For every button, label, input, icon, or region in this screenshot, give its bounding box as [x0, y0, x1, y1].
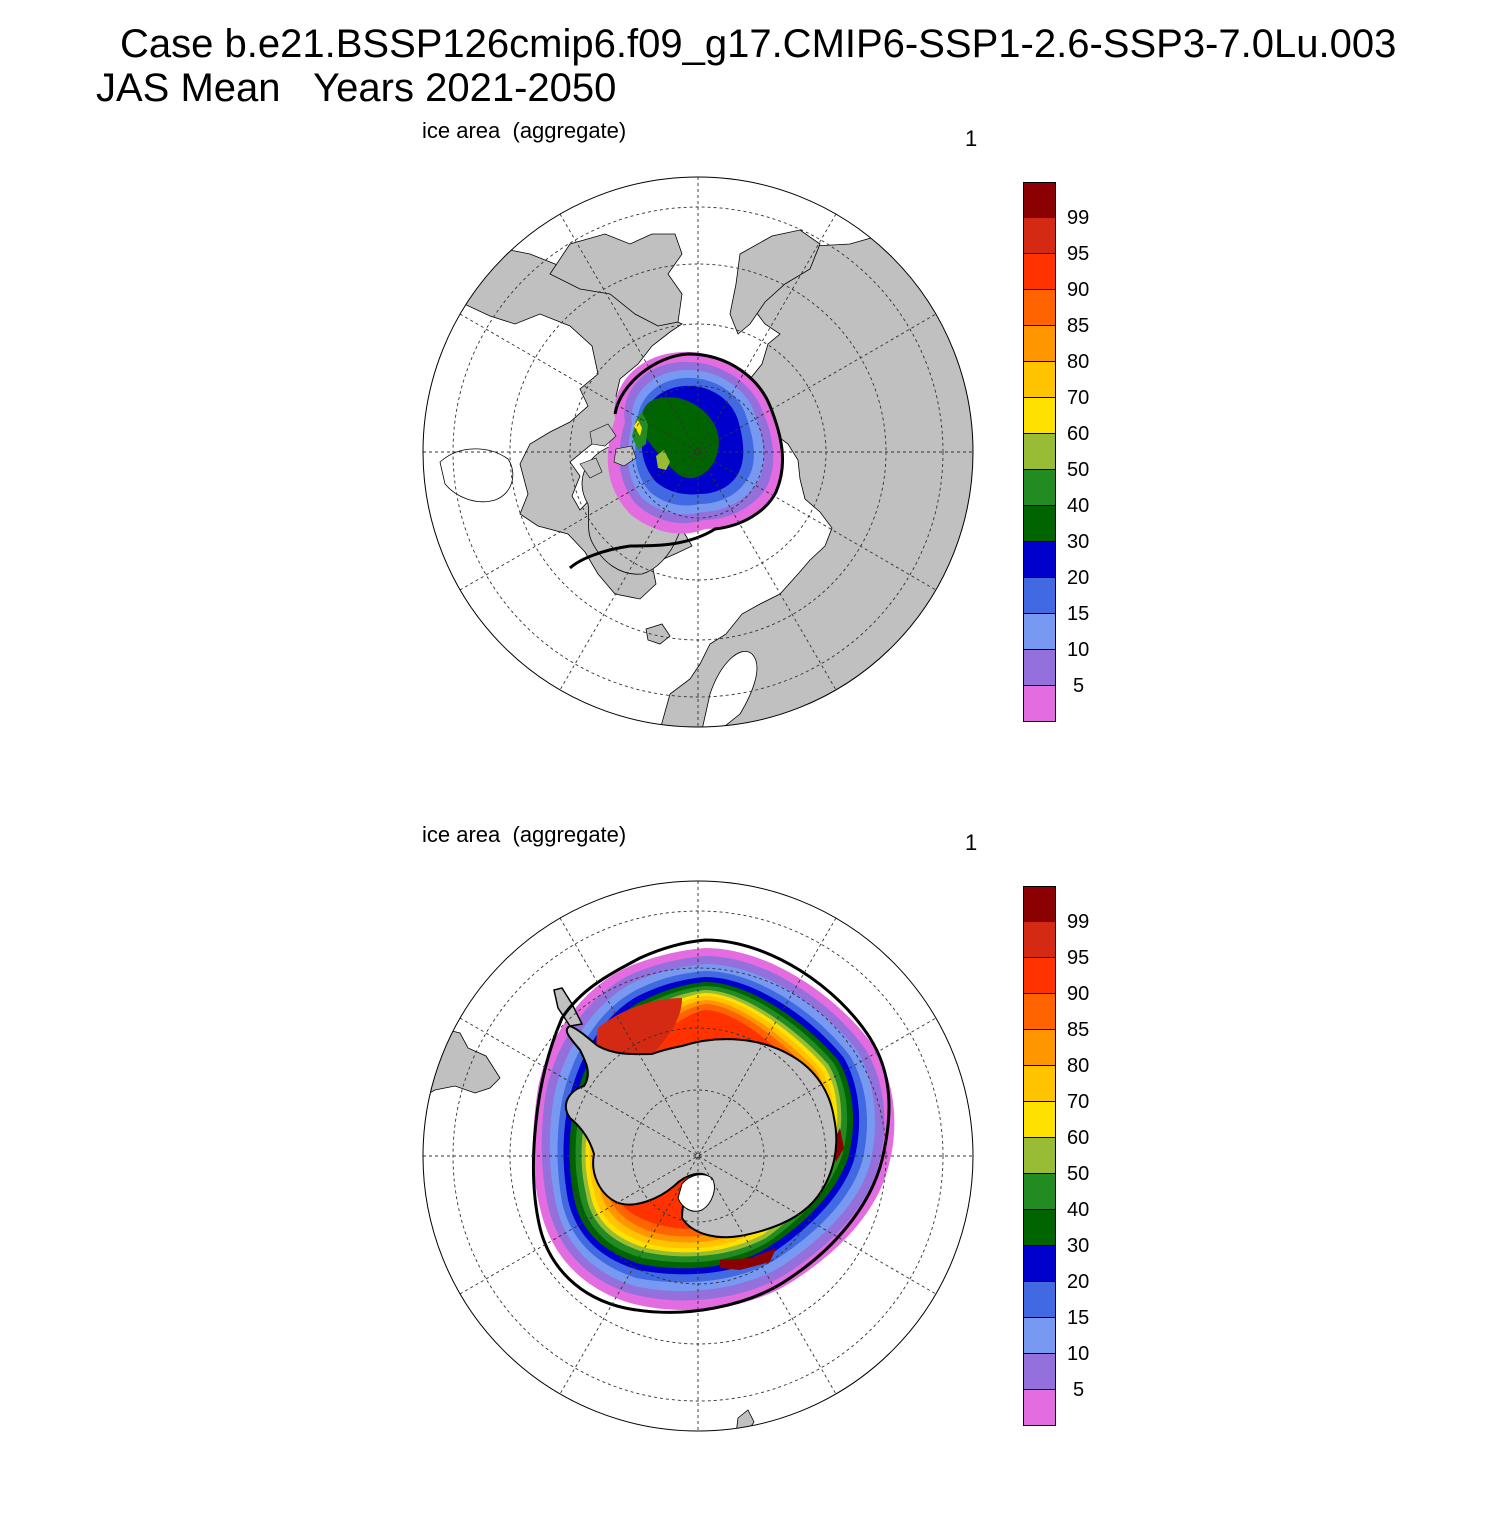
colorbar-swatch	[1023, 1138, 1056, 1174]
colorbar-swatch	[1023, 1246, 1056, 1282]
ross-ice-shelf	[677, 1174, 715, 1212]
graticule	[423, 177, 973, 727]
colorbar-level-label: 70	[1067, 387, 1090, 409]
colorbar-swatch	[1023, 542, 1056, 578]
colorbar-swatch	[1023, 958, 1056, 994]
graticule	[423, 881, 973, 1431]
colorbar-level-label: 70	[1067, 1091, 1090, 1113]
arctic-panel: ice area (aggregate) 1	[0, 118, 1500, 823]
colorbar-swatch	[1023, 218, 1056, 254]
antarctic-polar-map	[422, 880, 974, 1432]
colorbar-level-label: 80	[1067, 1055, 1090, 1077]
colorbar-swatch	[1023, 1390, 1056, 1426]
colorbar-swatch	[1023, 614, 1056, 650]
colorbar-swatch	[1023, 326, 1056, 362]
colorbar-level-label: 50	[1067, 1163, 1090, 1185]
colorbar-swatch	[1023, 470, 1056, 506]
colorbar-swatch	[1023, 1210, 1056, 1246]
colorbar: 99 95 90 85 80 70 60 50 40 30 20 15 10 5	[1023, 886, 1143, 1431]
panel-index: 1	[965, 126, 978, 151]
colorbar-swatch	[1023, 182, 1056, 219]
ice-60pct	[656, 450, 670, 470]
ice-edge-contour	[568, 352, 785, 570]
colorbar-swatch	[1023, 1066, 1056, 1102]
figure-title-line-1: Case b.e21.BSSP126cmip6.f09_g17.CMIP6-SS…	[120, 22, 1397, 66]
ice-70pct	[634, 420, 642, 436]
colorbar-level-label: 10	[1067, 639, 1090, 661]
colorbar-swatch	[1023, 578, 1056, 614]
land-antarctica	[565, 1024, 838, 1239]
colorbar-level-label: 10	[1067, 1343, 1090, 1365]
hudson-bay	[439, 448, 514, 503]
colorbar-level-label: 15	[1067, 1307, 1090, 1329]
colorbar-swatch	[1023, 362, 1056, 398]
colorbar-level-label: 30	[1067, 531, 1090, 553]
antarctic-panel: ice area (aggregate) 1	[0, 822, 1500, 1527]
colorbar-level-label: 30	[1067, 1235, 1090, 1257]
colorbar-level-label: 90	[1067, 983, 1090, 1005]
colorbar-level-label: 15	[1067, 603, 1090, 625]
colorbar-level-label: 80	[1067, 351, 1090, 373]
map-border	[422, 880, 974, 1432]
colorbar-level-label: 85	[1067, 1019, 1090, 1041]
colorbar-level-label: 40	[1067, 1199, 1090, 1221]
panel-label: ice area (aggregate)	[422, 118, 627, 143]
colorbar-level-label: 95	[1067, 947, 1090, 969]
colorbar-swatch	[1023, 1282, 1056, 1318]
land-canadian-archipelago	[579, 423, 637, 479]
colorbar-swatch	[1023, 650, 1056, 686]
colorbar-swatch	[1023, 398, 1056, 434]
colorbar-swatch	[1023, 994, 1056, 1030]
colorbar-level-label: 85	[1067, 315, 1090, 337]
colorbar-swatch	[1023, 506, 1056, 542]
colorbar-swatch	[1023, 686, 1056, 722]
colorbar-level-label: 60	[1067, 1127, 1090, 1149]
colorbar-swatch	[1023, 290, 1056, 326]
colorbar-level-label: 90	[1067, 279, 1090, 301]
colorbar-swatch	[1023, 922, 1056, 958]
colorbar-level-label: 60	[1067, 423, 1090, 445]
colorbar-swatch	[1023, 1354, 1056, 1390]
ice-edge-contour	[531, 938, 891, 1314]
colorbar-swatch	[1023, 886, 1056, 923]
antarctic-peninsula	[553, 987, 584, 1027]
colorbar-swatch	[1023, 1318, 1056, 1354]
colorbar-level-label: 5	[1073, 675, 1085, 697]
svalbard-island	[645, 623, 671, 645]
panel-index: 1	[965, 830, 978, 855]
land-alaska	[549, 233, 683, 327]
colorbar-level-label: 40	[1067, 495, 1090, 517]
map-border	[422, 176, 974, 728]
colorbar-level-label: 20	[1067, 1271, 1090, 1293]
colorbar-swatch	[1023, 1030, 1056, 1066]
land-chukotka	[729, 229, 821, 335]
colorbar-swatch	[1023, 254, 1056, 290]
baltic-sea	[701, 651, 758, 727]
colorbar-swatch	[1023, 434, 1056, 470]
colorbar-level-label: 99	[1067, 911, 1090, 933]
colorbar-swatch	[1023, 1174, 1056, 1210]
colorbar: 99 95 90 85 80 70 60 50 40 30 20 15 10 5	[1023, 182, 1143, 727]
colorbar-level-label: 5	[1073, 1379, 1085, 1401]
colorbar-level-label: 20	[1067, 567, 1090, 589]
colorbar-level-label: 99	[1067, 207, 1090, 229]
panel-label: ice area (aggregate)	[422, 822, 627, 847]
colorbar-level-label: 95	[1067, 243, 1090, 265]
figure-title-line-2: JAS Mean Years 2021-2050	[96, 66, 617, 110]
ice-40pct	[641, 397, 719, 479]
arctic-polar-map	[422, 176, 974, 728]
colorbar-level-label: 50	[1067, 459, 1090, 481]
colorbar-swatch	[1023, 1102, 1056, 1138]
